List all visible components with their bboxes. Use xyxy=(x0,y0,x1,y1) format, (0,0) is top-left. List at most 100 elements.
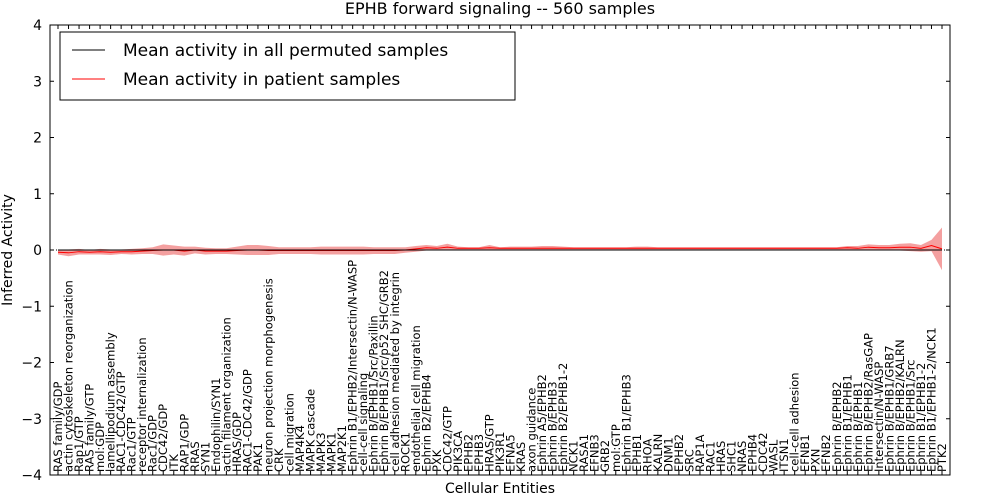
x-tick-label: Ephrin B1/EPHB1-2/NCK1 xyxy=(924,327,938,472)
x-tick-label: NRAS xyxy=(735,441,749,472)
y-tick-label: 1 xyxy=(33,187,42,203)
x-tick-label: Ephrin B/EPHB2 xyxy=(830,381,844,472)
x-tick-label: SYN1 xyxy=(198,442,212,472)
x-tick-label: SHC1 xyxy=(725,441,739,472)
legend: Mean activity in all permuted samples Me… xyxy=(59,31,516,101)
x-tick-label: PIK3R1 xyxy=(493,432,507,473)
y-tick-label: 0 xyxy=(33,243,42,259)
x-tick-label: EFNB2 xyxy=(819,434,833,472)
x-tick-label: PAK1 xyxy=(251,443,265,472)
x-tick-label: RASA1 xyxy=(577,434,591,472)
x-tick-label: actin filament organization xyxy=(219,317,233,472)
y-tick-label: 3 xyxy=(33,74,42,90)
x-tick-label: Ephrin B/EPHB3 xyxy=(546,381,560,472)
x-tick-label: EFNB3 xyxy=(588,434,602,472)
x-tick-label: endothelial cell migration xyxy=(409,325,423,472)
x-tick-label: PIK3CA xyxy=(451,431,465,472)
x-tick-label: Ephrin B1/EPHB1-2 xyxy=(914,363,928,472)
x-tick-label: MAP2K1 xyxy=(335,425,349,472)
x-tick-label: actin cytoskeleton reorganization xyxy=(62,280,76,472)
x-tick-label: HRAS/GTP xyxy=(482,414,496,472)
legend-frame xyxy=(59,31,516,101)
x-tick-label: CDC42/GDP xyxy=(156,404,170,472)
x-tick-label: MAP4K4 xyxy=(293,425,307,472)
x-tick-label: Ephrin B2/EPHB1-2 xyxy=(556,363,570,472)
x-tick-label: EPHB2 xyxy=(461,434,475,472)
x-tick-label: Ephrin B/EPHB2/RasGAP xyxy=(861,333,875,472)
y-tick-label: 2 xyxy=(33,131,42,147)
x-tick-label: CRK xyxy=(272,448,286,472)
x-tick-label: DNM1 xyxy=(661,437,675,472)
x-tick-label: cell migration xyxy=(283,393,297,472)
x-tick-label: Ephrin B/EPHB2/KALRN xyxy=(893,339,907,472)
x-tick-label: lamellipodium assembly xyxy=(104,332,118,472)
x-tick-label: Ephrin A5/EPHB2 xyxy=(535,374,549,472)
x-tick-label: MAPK cascade xyxy=(304,389,318,472)
x-tick-label: Rac1/GDP xyxy=(146,415,160,472)
x-tick-label: RAP1/GDP xyxy=(177,414,191,472)
x-tick-label: HRAS/GDP xyxy=(230,412,244,472)
x-tick-label: PTK2 xyxy=(935,443,949,472)
x-tick-label: PXK xyxy=(430,449,444,472)
legend-label-permuted: Mean activity in all permuted samples xyxy=(123,41,448,61)
x-tick-label: HRAS xyxy=(714,441,728,472)
x-tick-label: receptor internalization xyxy=(135,337,149,472)
x-tick-label: MAPK1 xyxy=(325,432,339,472)
x-tick-label: cell adhesion mediated by integrin xyxy=(388,272,402,472)
x-tick-label: mol:GTP xyxy=(609,424,623,472)
x-tick-label: GRB2 xyxy=(598,440,612,472)
x-tick-label: RAP1A xyxy=(693,434,707,472)
x-tick-label: RHOA xyxy=(640,439,654,472)
y-tick-label: 4 xyxy=(33,18,42,34)
x-tick-label: Ephrin B/EPHB1 xyxy=(851,381,865,472)
x-tick-label: EPHB3 xyxy=(472,434,486,472)
x-tick-label: RAS family/GTP xyxy=(83,384,97,472)
x-tick-label: RAC1-CDC42/GTP xyxy=(114,371,128,472)
x-tick-label: Ephrin B/EPHB1/Src/p52 SHC/GRB2 xyxy=(377,270,391,472)
x-tick-label: ROCK1 xyxy=(398,432,412,472)
x-tick-label: MAPK3 xyxy=(314,432,328,472)
x-tick-label: SRC xyxy=(682,449,696,472)
legend-label-patient: Mean activity in patient samples xyxy=(123,70,400,90)
x-tick-label: Ephrin B1/EPHB2/Intersectin/N-WASP xyxy=(346,260,360,472)
x-tick-label: RAC1 xyxy=(703,441,717,472)
x-tick-label: cell-cell signaling xyxy=(356,373,370,472)
x-tick-label: NCK1 xyxy=(567,441,581,473)
x-tick-label: Rac1/GTP xyxy=(125,417,139,472)
x-tick-label: EPHB2 xyxy=(672,434,686,472)
x-tick-label: Ephrin B1/EPHB3 xyxy=(619,374,633,472)
x-tick-label: CDC42/GTP xyxy=(440,406,454,472)
chart-title: EPHB forward signaling -- 560 samples xyxy=(345,0,655,18)
x-tick-label: EPHB4 xyxy=(746,434,760,472)
x-tick-label: Ephrin B/EPHB1/Src xyxy=(903,359,917,472)
x-tick-label: EFNB1 xyxy=(798,434,812,472)
x-tick-label: Intersectin/N-WASP xyxy=(872,362,886,472)
y-axis-label: Inferred Activity xyxy=(0,194,16,306)
x-tick-label: ITSN1 xyxy=(777,438,791,472)
x-tick-label: RAS family/GDP xyxy=(51,382,65,472)
x-tick-label: EPHB1 xyxy=(630,434,644,472)
x-tick-label: neuron projection morphogenesis xyxy=(261,278,275,472)
x-tick-label: RRAS xyxy=(188,441,202,472)
x-tick-label: RAC1-CDC42/GDP xyxy=(240,369,254,472)
x-tick-label: Ephrin B/EPHB1/Src/Paxillin xyxy=(367,315,381,472)
patient-mean-line xyxy=(57,244,943,254)
x-tick-label: mol:GDP xyxy=(93,422,107,472)
y-tick-label: −3 xyxy=(21,412,42,428)
x-tick-label: KRAS xyxy=(514,442,528,472)
x-tick-label: CDC42 xyxy=(756,432,770,472)
x-tick-label: EFNA5 xyxy=(504,434,518,472)
x-tick-label: PXN xyxy=(809,449,823,472)
y-tick-label: −2 xyxy=(21,356,42,372)
x-tick-label: Ephrin B1/EPHB1 xyxy=(840,374,854,472)
x-axis-label: Cellular Entities xyxy=(445,481,555,497)
x-tick-label: Ephrin B/EPHB1/GRB7 xyxy=(882,345,896,472)
x-tick-label: Ephrin B2/EPHB4 xyxy=(419,374,433,472)
x-tick-label: axon guidance xyxy=(525,388,539,472)
x-tick-label: ITK xyxy=(167,454,181,472)
x-tick-label: Endophilin/SYN1 xyxy=(209,378,223,472)
x-tick-label: Rap1/GTP xyxy=(72,416,86,472)
x-tick-label: cell-cell adhesion xyxy=(788,372,802,472)
